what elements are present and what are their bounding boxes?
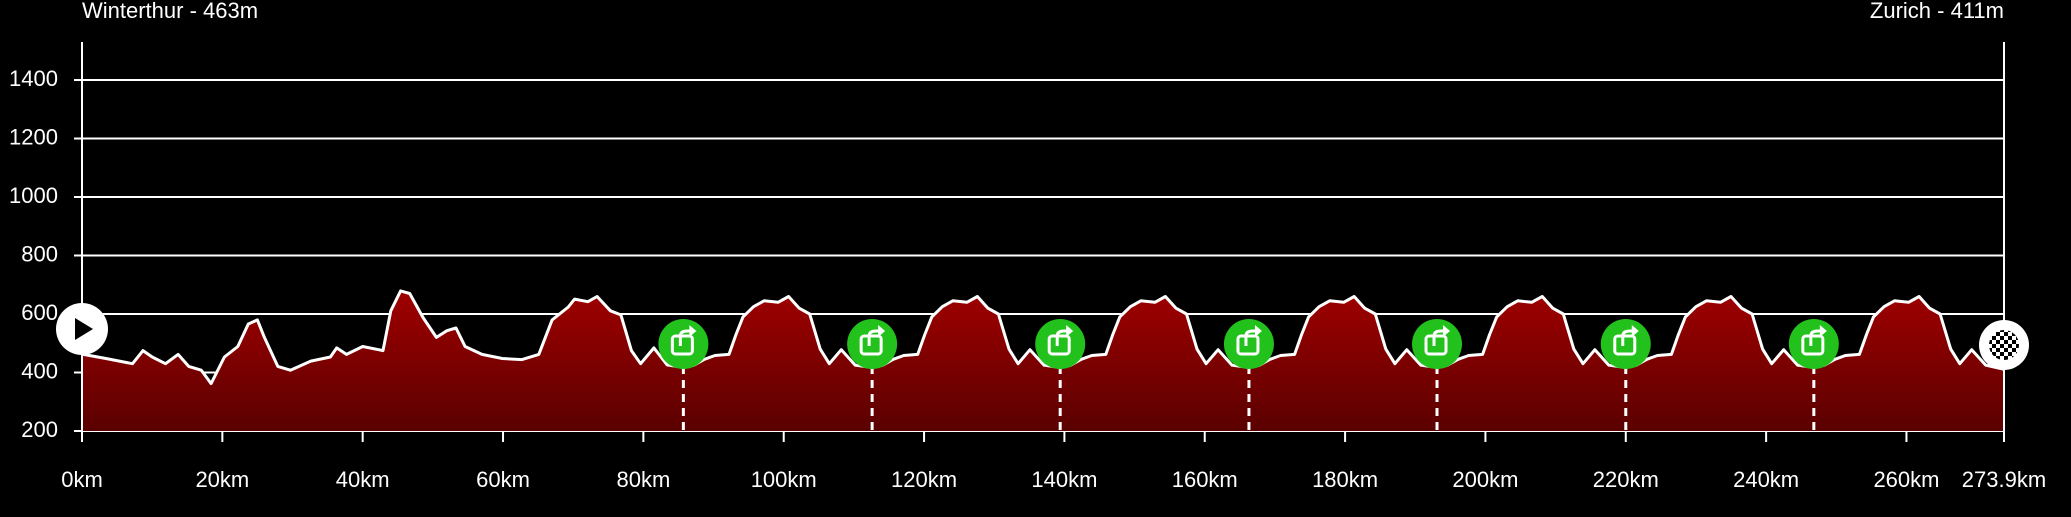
x-tick-label: 60km [476, 467, 530, 492]
lap-marker [1223, 319, 1274, 369]
lap-marker [847, 319, 898, 369]
lap-icon-box [859, 334, 883, 356]
lap-icon-arrowhead [1443, 325, 1451, 337]
lap-icon-box [670, 334, 694, 356]
finish-marker-flag [1989, 330, 2019, 360]
x-tick-label: 120km [891, 467, 957, 492]
x-tick-label: 100km [751, 467, 817, 492]
lap-icon-bg [658, 319, 709, 369]
lap-icon-arrowhead [1631, 325, 1639, 337]
y-tick-label: 1000 [9, 183, 58, 208]
lap-icon-bg [847, 319, 898, 369]
start-label: Winterthur - 463m [82, 0, 258, 23]
lap-icon-box [1613, 334, 1637, 356]
lap-icon-box [1047, 334, 1071, 356]
x-tick-label: 0km [61, 467, 103, 492]
lap-icon-bg [1223, 319, 1274, 369]
lap-icon-arrow [1244, 329, 1257, 346]
x-tick-label: 260km [1873, 467, 1939, 492]
x-tick-label: 200km [1452, 467, 1518, 492]
lap-marker [1788, 319, 1839, 369]
y-tick-label: 1400 [9, 66, 58, 91]
x-tick-label: 160km [1172, 467, 1238, 492]
lap-icon-bg [1035, 319, 1086, 369]
x-tick-label: 180km [1312, 467, 1378, 492]
y-tick-label: 1200 [9, 124, 58, 149]
lap-icon-box [1424, 334, 1448, 356]
lap-icon-arrowhead [1066, 325, 1074, 337]
lap-icon-arrowhead [689, 325, 697, 337]
elevation-line [81, 289, 2005, 386]
lap-marker [658, 319, 709, 369]
lap-icon-arrow [1055, 329, 1069, 346]
y-tick-label: 200 [21, 417, 58, 442]
x-tick-label: 20km [195, 467, 249, 492]
lap-marker [1600, 319, 1651, 369]
x-tick-label: 220km [1593, 467, 1659, 492]
lap-icon-bg [1600, 319, 1651, 369]
y-tick-label: 400 [21, 358, 58, 383]
lap-icon-arrow [1809, 329, 1822, 346]
y-tick-label: 800 [21, 241, 58, 266]
lap-marker [1412, 319, 1463, 369]
lap-icon-arrow [678, 329, 692, 346]
x-tick-label: 240km [1733, 467, 1799, 492]
lap-icon-arrow [867, 329, 881, 346]
lap-marker [1035, 319, 1086, 369]
elevation-area [82, 290, 2004, 431]
start-marker-play [75, 318, 93, 340]
x-tick-label: 273.9km [1962, 467, 2046, 492]
x-tick-label: 40km [336, 467, 390, 492]
x-tick-label: 80km [616, 467, 670, 492]
lap-icon-arrow [1432, 329, 1446, 346]
y-tick-label: 600 [21, 300, 58, 325]
lap-icon-arrowhead [878, 325, 886, 337]
lap-icon-bg [1412, 319, 1463, 369]
lap-icon-bg [1788, 319, 1839, 369]
x-tick-label: 140km [1031, 467, 1097, 492]
lap-icon-box [1236, 334, 1260, 356]
end-label: Zurich - 411m [1870, 0, 2004, 23]
lap-icon-arrowhead [1819, 325, 1827, 337]
lap-icon-box [1801, 334, 1825, 356]
lap-icon-arrow [1621, 329, 1634, 346]
lap-icon-arrowhead [1254, 325, 1262, 337]
